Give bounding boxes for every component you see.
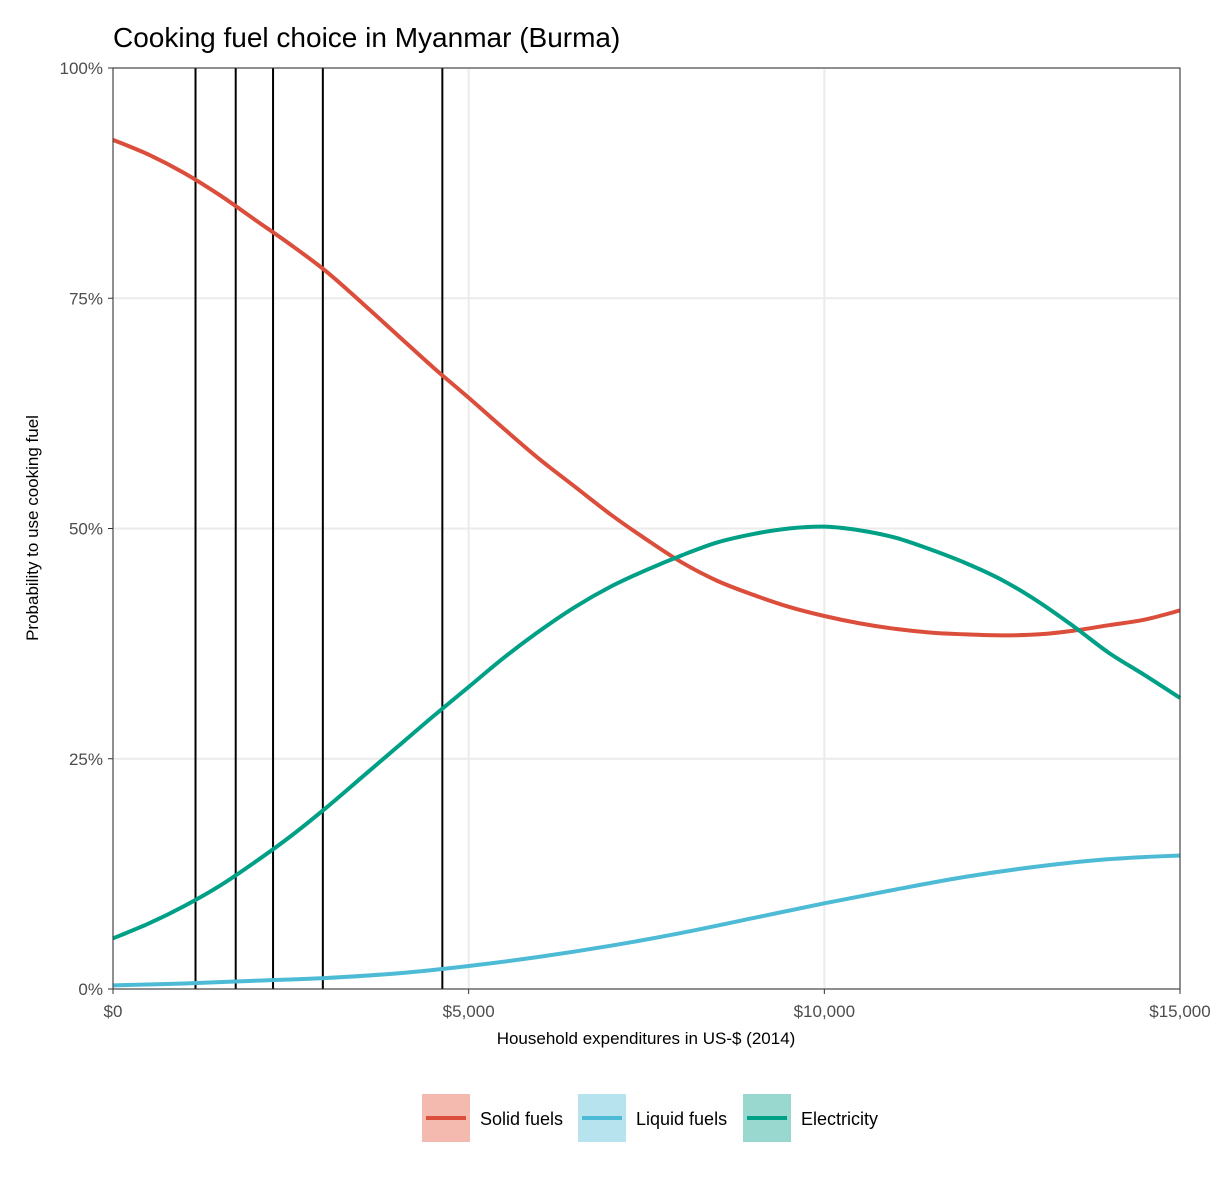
legend-item-electricity: Electricity [743, 1094, 878, 1142]
legend-item-liquid-fuels: Liquid fuels [578, 1094, 727, 1142]
y-tick-label: 100% [60, 59, 103, 78]
x-tick-label: $0 [104, 1002, 123, 1021]
x-tick-label: $5,000 [443, 1002, 495, 1021]
y-tick-label: 75% [69, 289, 103, 308]
y-axis-title: Probability to use cooking fuel [23, 415, 42, 641]
vertical-lines-layer [194, 68, 444, 989]
x-tick-label: $15,000 [1149, 1002, 1210, 1021]
legend-label-solid-fuels: Solid fuels [480, 1109, 563, 1129]
series-line-liquid-fuels [112, 853, 1181, 988]
series-layer [112, 137, 1182, 988]
chart-title: Cooking fuel choice in Myanmar (Burma) [113, 22, 620, 53]
y-tick-label: 50% [69, 520, 103, 539]
x-tick-labels: $0 $5,000 $10,000 $15,000 [104, 989, 1211, 1021]
y-tick-labels: 0% 25% 50% 75% 100% [60, 59, 113, 999]
y-tick-label: 25% [69, 750, 103, 769]
legend: Solid fuels Liquid fuels Electricity [422, 1094, 878, 1142]
y-tick-label: 0% [78, 980, 103, 999]
x-axis-title: Household expenditures in US-$ (2014) [497, 1029, 796, 1048]
legend-item-solid-fuels: Solid fuels [422, 1094, 563, 1142]
legend-label-electricity: Electricity [801, 1109, 878, 1129]
series-line-solid-fuels [112, 137, 1181, 638]
series-line-electricity [112, 524, 1182, 941]
legend-label-liquid-fuels: Liquid fuels [636, 1109, 727, 1129]
x-tick-label: $10,000 [794, 1002, 855, 1021]
